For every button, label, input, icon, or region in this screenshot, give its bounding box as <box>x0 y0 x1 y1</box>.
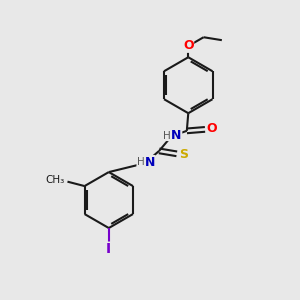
Text: CH₃: CH₃ <box>46 176 65 185</box>
Text: S: S <box>179 148 188 161</box>
Text: H: H <box>164 131 171 141</box>
Text: N: N <box>145 156 155 169</box>
Text: O: O <box>183 39 194 52</box>
Text: N: N <box>171 129 182 142</box>
Text: H: H <box>137 157 144 167</box>
Text: I: I <box>106 242 111 256</box>
Text: O: O <box>206 122 217 135</box>
